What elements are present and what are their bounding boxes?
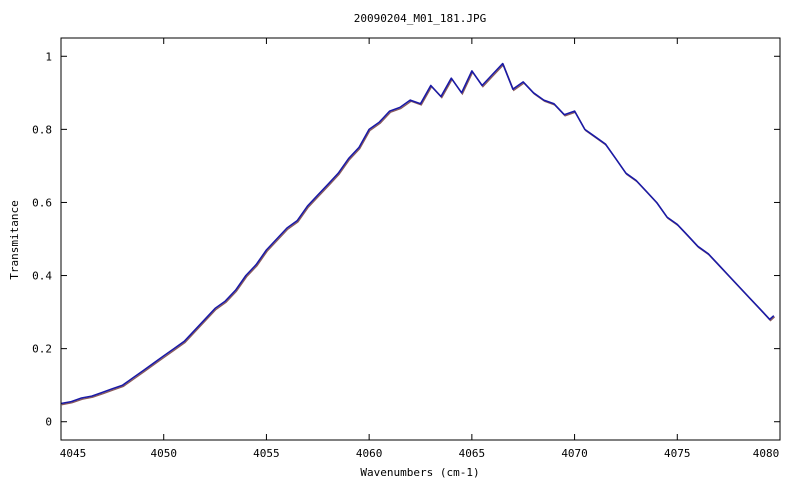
x-tick-label: 4080	[753, 447, 780, 460]
x-tick-label: 4050	[150, 447, 177, 460]
x-tick-label: 4055	[253, 447, 280, 460]
x-tick-label: 4075	[664, 447, 691, 460]
x-axis: 4045 4050 4055 4060 4065 4070 4075 4080	[60, 38, 781, 460]
x-tick-label: 4060	[356, 447, 383, 460]
y-tick-label: 0	[45, 416, 52, 429]
x-tick-label: 4065	[459, 447, 486, 460]
plot-frame	[60, 37, 781, 441]
y-axis-label: Transmitance	[8, 200, 21, 279]
y-tick-label: 1	[45, 50, 52, 63]
y-axis: 0 0.2 0.4 0.6 0.8 1	[32, 50, 780, 429]
x-axis-label: Wavenumbers (cm-1)	[360, 466, 479, 479]
plot-area	[60, 62, 776, 406]
series-line-shadow	[61, 63, 776, 406]
x-tick-label: 4045	[60, 447, 87, 460]
y-tick-label: 0.6	[32, 196, 52, 209]
y-tick-label: 0.4	[32, 270, 52, 283]
chart-title: 20090204_M01_181.JPG	[354, 12, 486, 25]
y-tick-label: 0.2	[32, 343, 52, 356]
y-tick-label: 0.8	[32, 123, 52, 136]
x-tick-label: 4070	[561, 447, 588, 460]
series-line	[60, 62, 775, 405]
